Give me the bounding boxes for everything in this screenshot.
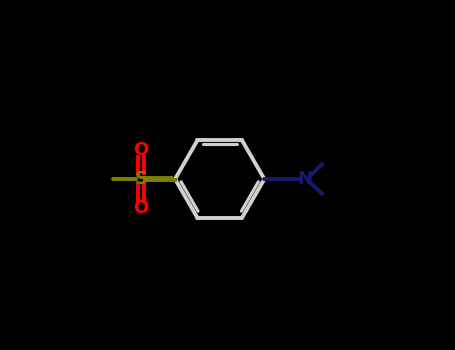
- Text: O: O: [134, 141, 149, 159]
- Text: O: O: [134, 199, 149, 217]
- Text: N: N: [297, 170, 312, 188]
- Text: S: S: [135, 170, 148, 188]
